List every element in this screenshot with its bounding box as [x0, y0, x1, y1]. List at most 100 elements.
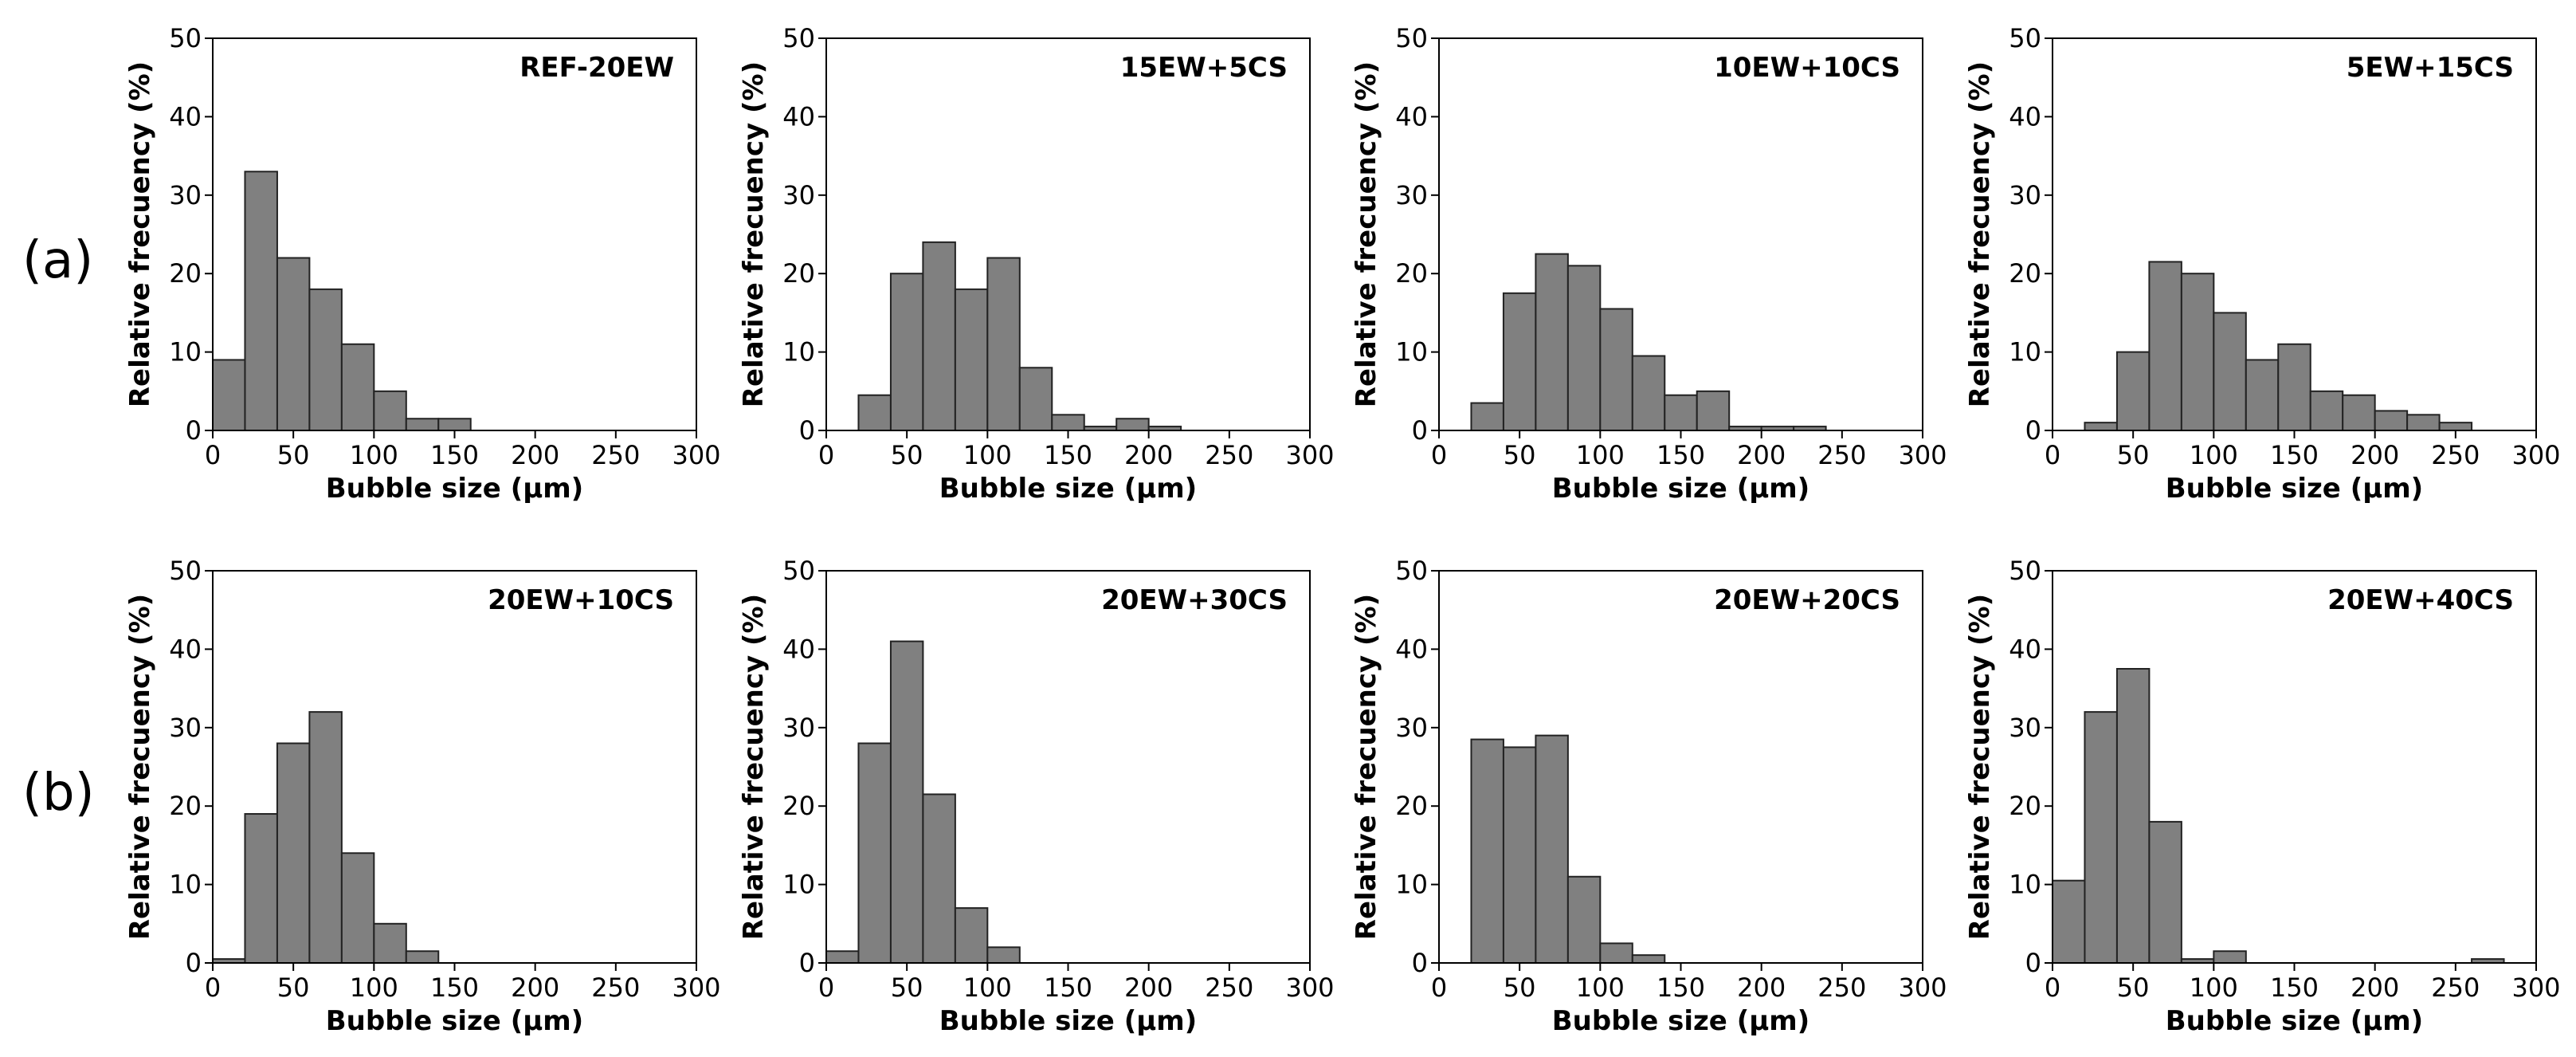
y-tick-label: 40 — [1395, 634, 1428, 664]
histogram-bar — [244, 813, 278, 964]
x-tick-label: 0 — [818, 973, 834, 1003]
histogram-bar — [405, 950, 440, 964]
x-tick-label: 100 — [350, 440, 398, 470]
histogram-bar — [889, 640, 924, 964]
x-tick-label: 200 — [1124, 973, 1173, 1003]
y-tick-label: 20 — [782, 258, 815, 289]
histogram-bar — [1535, 734, 1569, 964]
x-tick-label: 200 — [2351, 973, 2399, 1003]
x-tick-label: 50 — [2117, 973, 2150, 1003]
histogram-bar — [2148, 820, 2182, 964]
x-tick-label: 100 — [350, 973, 398, 1003]
x-tick-label: 50 — [891, 973, 923, 1003]
y-tick-label: 10 — [2009, 337, 2041, 367]
y-tick-label: 0 — [1412, 948, 1428, 978]
histogram-bar — [922, 793, 956, 964]
histogram-bar — [308, 711, 343, 964]
histogram-bar — [2406, 414, 2441, 432]
y-tick-label: 10 — [2009, 870, 2041, 900]
x-tick-label: 300 — [1898, 973, 1947, 1003]
x-tick-label: 300 — [1285, 440, 1334, 470]
x-tick-label: 300 — [672, 973, 720, 1003]
x-tick-label: 200 — [511, 973, 559, 1003]
x-tick-label: 100 — [963, 973, 1012, 1003]
y-axis-label: Relative frecuency (%) — [1351, 594, 1382, 940]
y-tick-label: 10 — [782, 870, 815, 900]
panel-title: 20EW+30CS — [1101, 584, 1288, 616]
x-tick-label: 200 — [511, 440, 559, 470]
panel-title: 20EW+20CS — [1714, 584, 1900, 616]
y-tick-label: 30 — [782, 180, 815, 210]
histogram-bar — [2084, 711, 2118, 964]
x-tick-label: 150 — [2270, 973, 2319, 1003]
y-tick-label: 40 — [2009, 634, 2041, 664]
x-tick-label: 250 — [2431, 973, 2480, 1003]
x-tick-label: 300 — [2511, 973, 2560, 1003]
histogram-bar — [2084, 422, 2118, 431]
y-tick-label: 20 — [169, 791, 202, 821]
panel-title: 20EW+10CS — [488, 584, 674, 616]
y-tick-label: 30 — [1395, 713, 1428, 743]
y-tick-label: 20 — [2009, 258, 2041, 289]
x-tick-label: 250 — [591, 440, 640, 470]
x-tick-label: 150 — [430, 973, 479, 1003]
y-tick-label: 30 — [2009, 713, 2041, 743]
x-tick-label: 0 — [205, 440, 221, 470]
histogram-bar — [1631, 954, 1666, 965]
histogram-bar — [340, 852, 375, 964]
x-tick-label: 100 — [1576, 440, 1625, 470]
histogram-bar — [2052, 879, 2086, 965]
x-tick-label: 300 — [1285, 973, 1334, 1003]
histogram-panel: 0 50 100 150 200 250 300 0 10 20 30 40 50 20EW+30CS Bu… — [738, 556, 1335, 1037]
histogram-bar — [1470, 738, 1504, 964]
y-tick-label: 50 — [1395, 23, 1428, 53]
x-tick-label: 300 — [1898, 440, 1947, 470]
histogram-bar — [857, 394, 892, 431]
panel-title: 20EW+40CS — [2327, 584, 2514, 616]
x-tick-label: 200 — [1737, 440, 1786, 470]
x-axis-label: Bubble size (µm) — [326, 1005, 583, 1037]
histogram-bar — [2438, 422, 2473, 431]
y-tick-label: 20 — [2009, 791, 2041, 821]
histogram-bar — [2213, 312, 2247, 431]
y-tick-label: 0 — [2025, 415, 2041, 446]
histogram-bar — [276, 742, 311, 964]
y-tick-label: 30 — [1395, 180, 1428, 210]
x-tick-label: 0 — [1431, 973, 1447, 1003]
y-tick-label: 50 — [169, 23, 202, 53]
x-tick-label: 50 — [891, 440, 923, 470]
histogram-panels: 0 50 100 150 200 250 30001020304050REF-20EWBub… — [124, 23, 2561, 1037]
y-tick-label: 50 — [169, 556, 202, 586]
y-tick-label: 0 — [1412, 415, 1428, 446]
y-axis-label: Relative frecuency (%) — [1351, 61, 1382, 407]
histogram-bar — [276, 257, 311, 431]
histogram-bar — [212, 359, 246, 431]
x-axis-label: Bubble size (µm) — [2166, 1005, 2423, 1037]
x-tick-label: 100 — [2190, 440, 2238, 470]
x-tick-label: 150 — [1044, 973, 1092, 1003]
histogram-bar — [1696, 390, 1731, 431]
histogram-panel: 0 50 100 150 200 250 300 0 10 20 30 40 50 20EW+40CS Bu… — [1964, 556, 2561, 1037]
histogram-bar — [986, 946, 1021, 964]
histogram-bar — [954, 288, 989, 431]
x-tick-label: 100 — [1576, 973, 1625, 1003]
y-tick-label: 50 — [2009, 556, 2041, 586]
y-axis-label: Relative frecuency (%) — [738, 61, 770, 407]
histogram-bar — [1115, 418, 1150, 431]
y-tick-label: 30 — [169, 713, 202, 743]
histogram-bar — [1535, 253, 1569, 431]
x-axis-label: Bubble size (µm) — [2166, 473, 2423, 505]
y-tick-label: 10 — [1395, 870, 1428, 900]
x-tick-label: 300 — [2511, 440, 2560, 470]
histogram-bar — [1664, 394, 1698, 431]
y-tick-label: 40 — [169, 101, 202, 132]
x-axis-label: Bubble size (µm) — [939, 473, 1197, 505]
y-tick-label: 40 — [1395, 101, 1428, 132]
histogram-bar — [954, 907, 989, 964]
histogram-bar — [308, 288, 343, 431]
y-tick-label: 20 — [782, 791, 815, 821]
y-tick-label: 0 — [799, 415, 815, 446]
histogram-bar — [373, 922, 407, 965]
panel-title: 10EW+10CS — [1714, 52, 1900, 84]
